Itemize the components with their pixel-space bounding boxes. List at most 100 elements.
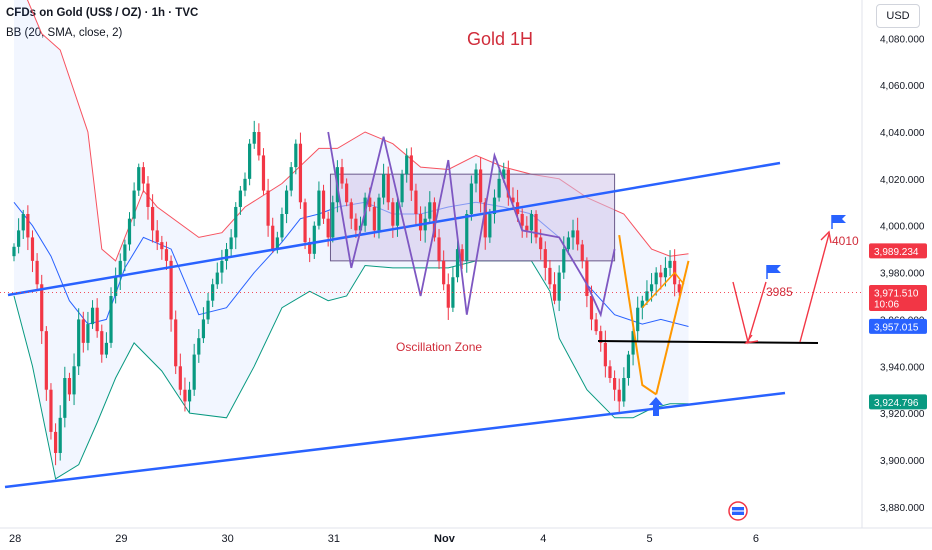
target-label-3985: 3985 [766, 285, 793, 299]
candle-body [90, 307, 95, 325]
x-tick-label: 30 [222, 533, 234, 545]
candle-body [183, 389, 187, 402]
candle-body [525, 225, 529, 231]
candle-body [418, 213, 423, 231]
candle-body [557, 272, 561, 301]
forecast-path-2 [799, 233, 830, 343]
candle-body [576, 230, 580, 245]
candle-body [479, 169, 483, 203]
candle-body [58, 417, 62, 453]
x-tick-label: 6 [753, 533, 759, 545]
candle-body [169, 260, 173, 320]
x-tick-label: 31 [328, 533, 340, 545]
candle-body [442, 260, 446, 285]
candle-body [409, 155, 413, 191]
candle-body [326, 218, 330, 238]
candle-body [617, 389, 621, 402]
candle-body [238, 190, 242, 207]
candle-body [100, 331, 104, 355]
candle-body [26, 213, 30, 238]
x-tick-label: 4 [540, 533, 546, 545]
candle-body [81, 319, 85, 343]
candle-body [539, 237, 543, 250]
candle-body [53, 431, 58, 453]
candle-body [17, 230, 21, 247]
wedge-left-leg [618, 234, 657, 396]
calendar-flag-icon [728, 501, 748, 521]
candle-body [123, 244, 127, 261]
candle-body [488, 213, 492, 238]
candle-body [386, 174, 390, 203]
candle-body [589, 296, 594, 320]
candle-body [317, 190, 321, 226]
price-badge-text: 3,924.796 [874, 398, 919, 409]
candle-body [405, 155, 409, 175]
y-tick-label: 4,000.000 [880, 222, 925, 233]
candle-body [395, 202, 400, 226]
candle-body [428, 202, 432, 219]
candle-body [174, 319, 178, 367]
y-tick-label: 4,060.000 [880, 81, 925, 92]
candle-body [77, 319, 81, 367]
candle-body [465, 213, 469, 261]
reversal-up-arrow [649, 397, 663, 416]
y-tick-label: 4,080.000 [880, 34, 925, 45]
price-badge-bg [869, 394, 927, 410]
candle-body [215, 272, 219, 285]
candle-body [127, 218, 132, 245]
candle-body [659, 272, 663, 278]
support-line [597, 340, 819, 344]
target-flag-3985 [766, 265, 781, 279]
candle-body [118, 260, 122, 278]
currency-button[interactable]: USD [876, 4, 920, 28]
candle-body [160, 242, 164, 250]
candle-body [67, 378, 72, 395]
price-badge-bg [869, 318, 927, 334]
x-tick-label: 5 [647, 533, 653, 545]
candle-body [497, 178, 501, 198]
y-tick-label: 3,900.000 [880, 456, 925, 467]
flag-shape [767, 265, 781, 273]
candle-body [613, 378, 617, 390]
symbol-title: CFDs on Gold (US$ / OZ) · 1h · TVC [6, 7, 199, 19]
y-tick-label: 4,040.000 [880, 128, 925, 139]
price-badge-bg [869, 243, 927, 259]
candle-body [534, 213, 538, 238]
candle-body [631, 331, 635, 355]
price-badge-text: 3,971.510 [874, 288, 919, 299]
candle-body [460, 249, 464, 261]
candle-body [30, 237, 35, 261]
candle-body [483, 202, 487, 238]
candle-body [146, 183, 150, 207]
candle-body [520, 213, 524, 226]
candle-body [594, 319, 598, 332]
candle-body [192, 354, 196, 390]
candle-body [400, 174, 404, 203]
price-badge-text: 3,957.015 [874, 322, 919, 333]
candle-body [668, 260, 672, 268]
candle-body [164, 249, 169, 261]
candle-body [571, 230, 575, 238]
candle-body [321, 190, 326, 219]
candle-body [155, 230, 159, 243]
candle-body [368, 197, 372, 207]
candle-body [349, 202, 353, 219]
candle-body [298, 143, 303, 203]
candle-body [562, 249, 566, 273]
candle-body [677, 284, 681, 293]
candle-body [636, 307, 640, 332]
candle-body [654, 272, 658, 285]
candle-body [649, 284, 654, 292]
candle-body [622, 378, 626, 402]
candle-body [206, 300, 210, 320]
candle-body [12, 246, 16, 257]
price-badge: 3,989.234 [869, 243, 927, 259]
indicator-label[interactable]: BB (20, SMA, close, 2) [6, 27, 123, 39]
candle-body [377, 197, 381, 231]
candle-body [141, 167, 145, 184]
candle-body [645, 291, 649, 301]
candle-body [437, 237, 441, 261]
x-axis: 28 29 30 31 Nov 4 5 6 [9, 533, 759, 545]
